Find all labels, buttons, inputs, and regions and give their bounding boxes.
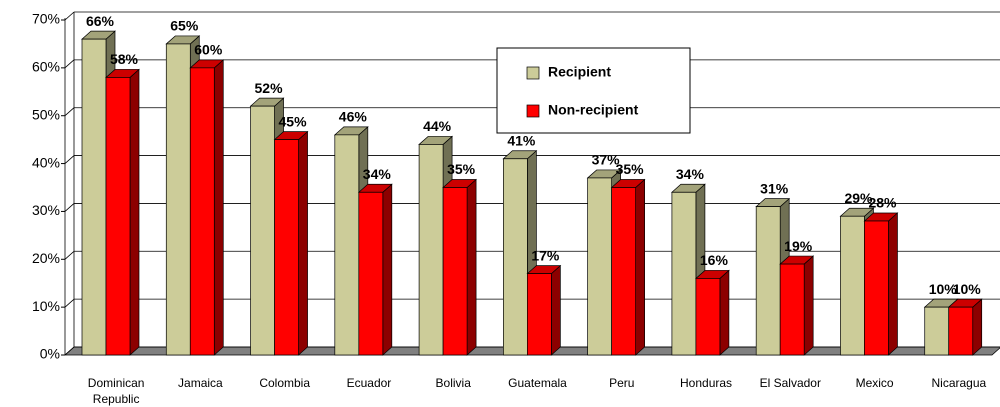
value-label: 44% xyxy=(423,118,452,134)
value-label: 37% xyxy=(592,152,621,168)
grid-side xyxy=(64,203,75,212)
value-label: 28% xyxy=(868,195,897,211)
grid-side xyxy=(64,155,75,164)
y-tick-label: 40% xyxy=(32,154,60,170)
bar xyxy=(418,144,444,356)
value-label: 17% xyxy=(531,247,560,263)
bar-side xyxy=(551,264,561,356)
bar xyxy=(840,215,865,356)
grid-side xyxy=(64,298,75,308)
y-tick-label: 30% xyxy=(32,202,60,218)
x-tick-label: Nicaragua xyxy=(931,376,987,390)
value-label: 19% xyxy=(784,238,813,254)
bar-side xyxy=(298,130,308,356)
value-label: 34% xyxy=(363,166,392,182)
y-tick-label: 50% xyxy=(32,106,60,122)
bar-side xyxy=(888,212,898,356)
value-label: 31% xyxy=(760,180,789,196)
value-label: 16% xyxy=(700,252,729,268)
x-tick-label: Guatemala xyxy=(508,376,567,390)
value-label: 10% xyxy=(953,281,982,297)
x-tick-label: Dominican Republic xyxy=(87,376,145,406)
bar xyxy=(274,139,299,356)
bar-side xyxy=(635,178,645,356)
bar xyxy=(165,43,191,356)
bar-side xyxy=(213,59,224,356)
bar xyxy=(334,134,360,356)
legend-label: Non-recipient xyxy=(548,102,639,118)
x-tick-label: Honduras xyxy=(680,376,733,390)
value-label: 65% xyxy=(170,18,199,34)
bar-side xyxy=(803,255,814,356)
value-label: 52% xyxy=(255,80,284,96)
bar xyxy=(779,263,805,356)
value-label: 58% xyxy=(110,51,139,67)
bar xyxy=(527,273,552,356)
bar-side xyxy=(972,298,983,356)
x-tick-label: Ecuador xyxy=(346,376,392,390)
bar-side xyxy=(719,269,730,356)
grid-side xyxy=(64,11,75,21)
y-tick-label: 60% xyxy=(32,59,60,75)
grid-side xyxy=(64,59,75,69)
bar xyxy=(924,306,950,356)
bar xyxy=(189,67,215,356)
legend-swatch xyxy=(526,66,540,80)
bar xyxy=(671,191,697,356)
legend-label: Recipient xyxy=(548,64,611,80)
grid-side xyxy=(64,107,75,117)
bar xyxy=(695,278,721,356)
legend-swatch xyxy=(526,104,540,118)
value-label: 35% xyxy=(447,161,476,177)
bar-side xyxy=(382,183,393,356)
y-tick-label: 20% xyxy=(32,250,60,266)
grid-side xyxy=(64,250,75,260)
bar xyxy=(81,38,107,356)
value-label: 60% xyxy=(194,42,223,58)
value-label: 29% xyxy=(844,190,873,206)
value-label: 66% xyxy=(86,13,115,29)
bar xyxy=(503,158,528,356)
value-label: 34% xyxy=(676,166,705,182)
x-tick-label: Mexico xyxy=(855,376,894,390)
y-tick-label: 70% xyxy=(32,11,60,27)
value-label: 45% xyxy=(279,113,308,129)
bar xyxy=(587,177,612,356)
bar xyxy=(105,77,131,356)
bar xyxy=(755,206,781,356)
bar xyxy=(611,187,636,356)
bar-side xyxy=(466,178,477,356)
bar xyxy=(864,220,889,356)
x-tick-label: Peru xyxy=(609,376,635,390)
y-tick-label: 0% xyxy=(40,346,60,362)
bar xyxy=(442,187,468,356)
x-tick-label: Jamaica xyxy=(178,376,223,390)
x-tick-label: Colombia xyxy=(259,376,311,390)
legend-box xyxy=(496,47,691,134)
bar xyxy=(948,306,974,356)
value-label: 41% xyxy=(507,132,536,148)
value-label: 10% xyxy=(929,281,958,297)
bar xyxy=(358,191,384,356)
value-label: 35% xyxy=(616,161,645,177)
y-tick-label: 10% xyxy=(32,298,60,314)
value-label: 46% xyxy=(339,109,368,125)
grid-side xyxy=(64,346,75,356)
bar-side xyxy=(129,68,140,356)
bar xyxy=(250,105,275,356)
x-tick-label: El Salvador xyxy=(759,376,821,390)
x-tick-label: Bolivia xyxy=(435,376,471,390)
